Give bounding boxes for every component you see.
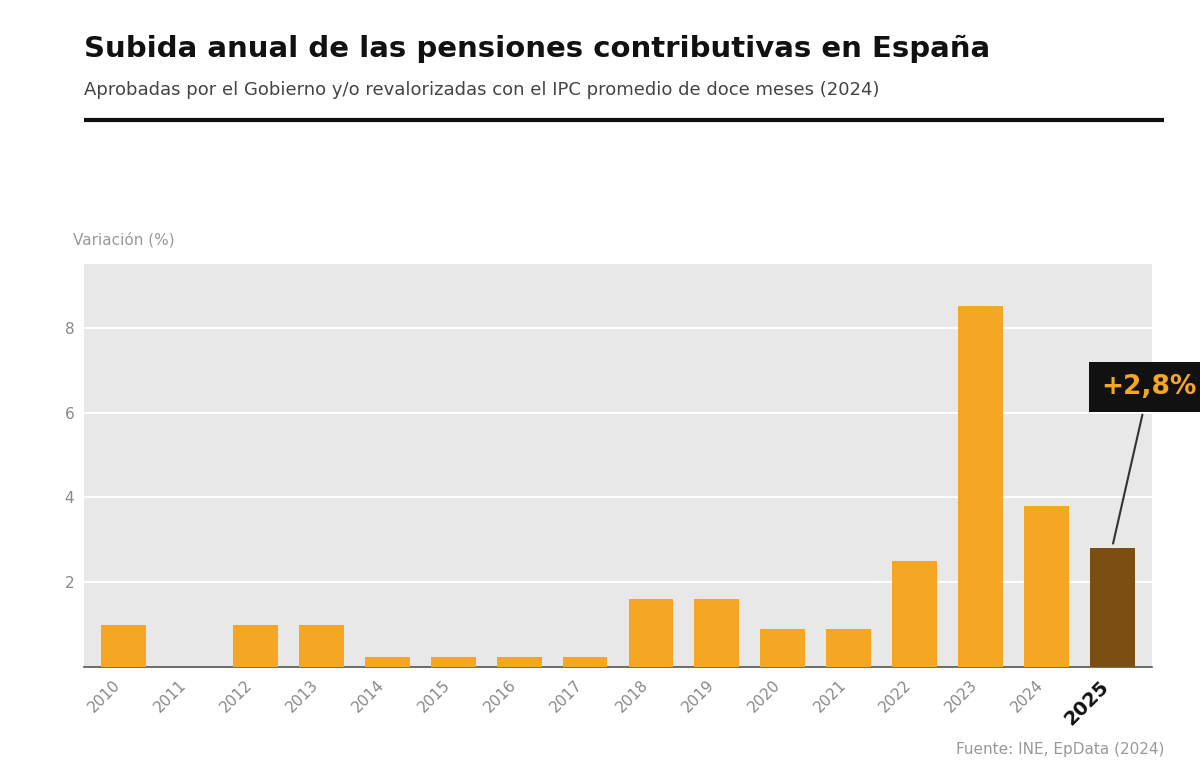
Bar (1090, 549, 1135, 667)
Bar (101, 625, 146, 667)
Text: +2,8%: +2,8% (1102, 374, 1196, 544)
Bar (497, 656, 541, 667)
Bar (761, 629, 805, 667)
Bar (365, 656, 409, 667)
Bar (299, 625, 343, 667)
Bar (563, 656, 607, 667)
Bar (893, 561, 937, 667)
Bar (827, 629, 871, 667)
Text: Aprobadas por el Gobierno y/o revalorizadas con el IPC promedio de doce meses (2: Aprobadas por el Gobierno y/o revaloriza… (84, 81, 880, 99)
Bar (431, 656, 475, 667)
Bar (958, 307, 1003, 667)
Bar (233, 625, 278, 667)
Bar (1024, 506, 1069, 667)
Text: Fuente: INE, EpData (2024): Fuente: INE, EpData (2024) (955, 742, 1164, 757)
Bar (629, 599, 673, 667)
Text: Variación (%): Variación (%) (73, 232, 175, 248)
Text: Subida anual de las pensiones contributivas en España: Subida anual de las pensiones contributi… (84, 35, 990, 63)
Bar (695, 599, 739, 667)
